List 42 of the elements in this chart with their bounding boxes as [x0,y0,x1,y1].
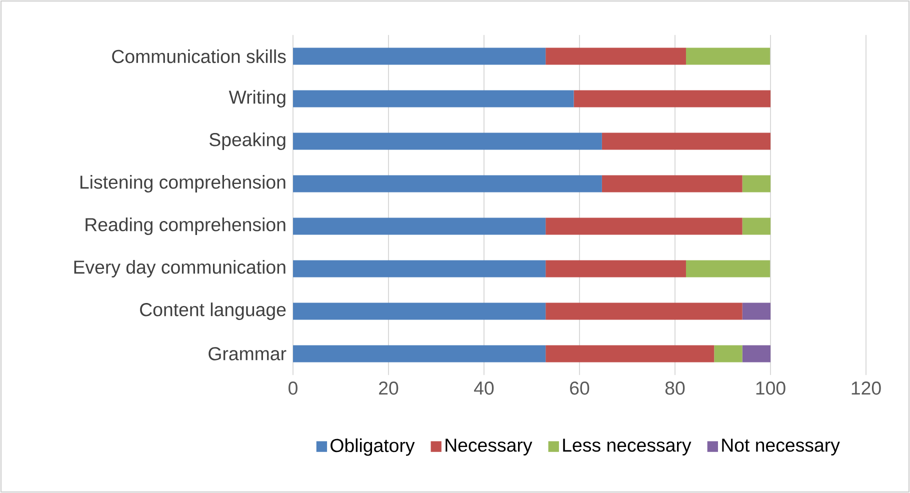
legend-label: Obligatory [330,438,415,456]
bar [293,90,574,108]
x-tick-label: 120 [852,381,881,395]
bar [686,48,770,65]
x-tick-label: 60 [570,381,590,395]
x-tick-label: 20 [379,381,398,395]
x-tick-label: 0 [288,381,298,395]
y-tick-label: Every day communication [74,260,286,278]
bar [293,175,602,192]
y-tick-label: Communication skills [112,49,286,64]
legend-label: Not necessary [722,438,840,456]
bar [742,175,771,192]
bar [574,90,771,108]
legend-label: Necessary [446,438,532,456]
y-tick-label: Grammar [208,347,286,360]
x-tick-label: 80 [665,381,685,395]
y-tick-label: Reading comprehension [86,218,286,235]
legend-label: Less necessary [563,438,692,456]
bar [546,48,686,65]
bar [602,132,771,150]
y-tick-label: Content language [140,302,286,320]
bar [546,218,742,235]
bar [602,175,742,192]
y-tick-label: Listening comprehension [80,175,286,192]
bar [293,48,546,65]
y-tick-label: Speaking [210,132,286,150]
bar [293,260,546,278]
x-tick-label: 40 [474,381,494,395]
bar [293,132,602,150]
bar [293,345,546,362]
bar [714,345,742,362]
y-tick-label: Writing [228,90,286,108]
bar [293,218,546,235]
bar [293,302,546,320]
bar [546,302,742,320]
bar [546,345,714,362]
bar [742,302,771,320]
bar [742,345,771,362]
x-tick-label: 100 [756,381,786,395]
bar [546,260,686,278]
bar [686,260,770,278]
bar [742,218,771,235]
